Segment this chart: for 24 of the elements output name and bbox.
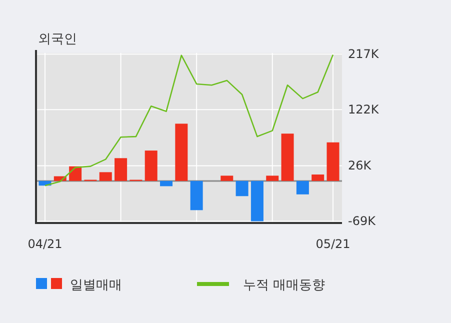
y-tick-label: -69K bbox=[348, 214, 377, 228]
bar bbox=[114, 158, 128, 181]
bar bbox=[160, 180, 173, 186]
legend-label: 누적 매매동향 bbox=[243, 278, 326, 293]
bar bbox=[190, 180, 203, 210]
bar bbox=[236, 180, 248, 196]
chart-title: 외국인 bbox=[38, 32, 77, 47]
bar bbox=[326, 142, 340, 181]
x-tick-label: 05/21 bbox=[316, 237, 350, 251]
bar bbox=[175, 124, 188, 181]
bar bbox=[281, 134, 294, 181]
bar bbox=[250, 180, 264, 222]
y-tick-label: 217K bbox=[348, 47, 380, 62]
bar bbox=[296, 180, 309, 194]
legend-label: 일별매매 bbox=[70, 278, 122, 293]
line-series bbox=[44, 54, 334, 186]
bar bbox=[220, 176, 234, 181]
bar bbox=[312, 174, 324, 181]
x-tick-label: 04/21 bbox=[28, 237, 62, 251]
bar bbox=[266, 176, 279, 181]
y-tick-label: 26K bbox=[348, 158, 372, 173]
bar bbox=[99, 172, 112, 181]
y-tick-label: 122K bbox=[348, 102, 380, 117]
bar bbox=[144, 150, 158, 181]
